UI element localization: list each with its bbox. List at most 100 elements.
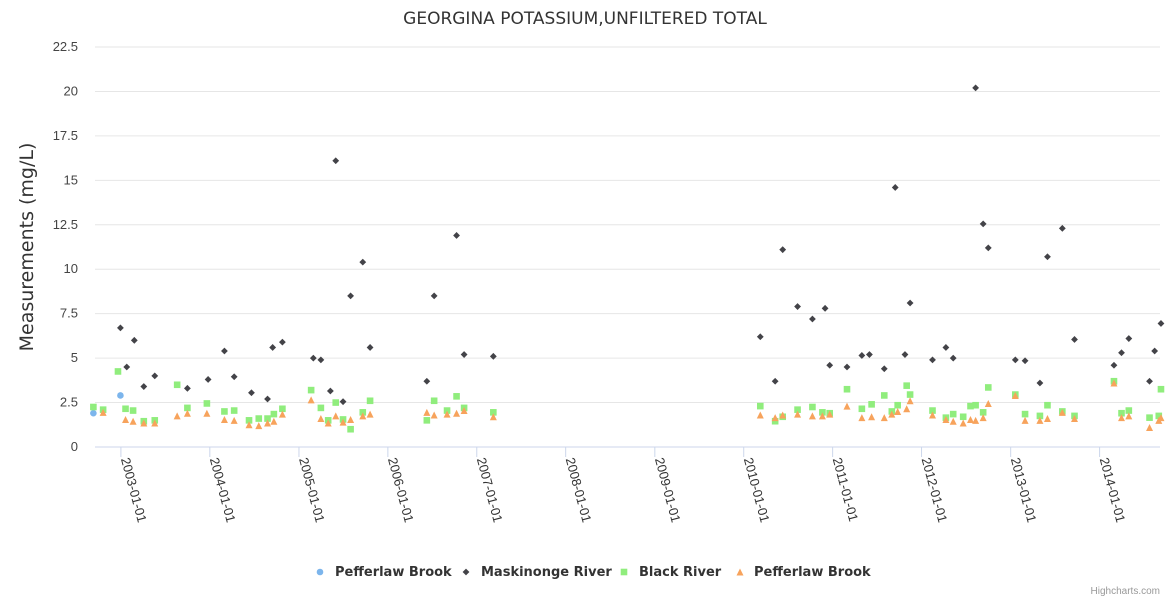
data-point[interactable]: [1157, 414, 1165, 422]
data-point[interactable]: [264, 419, 272, 427]
data-point[interactable]: [230, 407, 238, 414]
data-point[interactable]: [490, 409, 497, 416]
data-point[interactable]: [1044, 401, 1051, 409]
data-point[interactable]: [324, 419, 332, 427]
data-point[interactable]: [1146, 423, 1154, 431]
data-point[interactable]: [317, 415, 325, 423]
legend-symbol[interactable]: [462, 568, 470, 576]
data-point[interactable]: [949, 410, 957, 418]
data-point[interactable]: [366, 397, 374, 405]
data-point[interactable]: [1043, 415, 1051, 423]
data-point[interactable]: [826, 410, 834, 418]
data-point[interactable]: [1155, 412, 1163, 420]
data-point[interactable]: [90, 409, 97, 417]
data-point[interactable]: [984, 399, 992, 407]
data-point[interactable]: [264, 415, 271, 422]
data-point[interactable]: [221, 408, 228, 415]
data-point[interactable]: [756, 411, 764, 419]
data-point[interactable]: [1036, 412, 1044, 420]
data-point[interactable]: [979, 409, 987, 416]
data-point[interactable]: [309, 354, 317, 362]
data-point[interactable]: [245, 417, 253, 424]
data-point[interactable]: [122, 405, 129, 413]
data-point[interactable]: [966, 415, 974, 423]
data-point[interactable]: [771, 377, 779, 385]
legend-item-0[interactable]: Pefferlaw Brook: [316, 565, 452, 580]
data-point[interactable]: [972, 84, 980, 92]
data-point[interactable]: [359, 258, 367, 266]
data-point[interactable]: [903, 405, 911, 413]
data-point[interactable]: [756, 402, 764, 410]
data-point[interactable]: [1125, 335, 1133, 342]
data-point[interactable]: [1058, 224, 1066, 232]
data-point[interactable]: [972, 416, 980, 424]
data-point[interactable]: [959, 413, 967, 421]
data-point[interactable]: [819, 409, 826, 416]
data-point[interactable]: [366, 344, 374, 351]
data-point[interactable]: [453, 409, 461, 417]
data-point[interactable]: [366, 410, 374, 418]
data-point[interactable]: [809, 315, 816, 323]
data-point[interactable]: [278, 338, 286, 346]
data-point[interactable]: [1157, 385, 1165, 393]
legend-symbol[interactable]: [316, 568, 324, 576]
data-point[interactable]: [332, 157, 340, 165]
data-point[interactable]: [967, 402, 974, 410]
data-point[interactable]: [891, 184, 899, 191]
data-point[interactable]: [423, 417, 431, 424]
data-point[interactable]: [794, 410, 802, 418]
data-point[interactable]: [184, 384, 191, 392]
data-point[interactable]: [942, 344, 950, 351]
data-point[interactable]: [906, 299, 914, 307]
data-point[interactable]: [430, 292, 438, 300]
data-point[interactable]: [880, 365, 888, 373]
data-point[interactable]: [984, 384, 992, 391]
data-point[interactable]: [220, 415, 228, 423]
data-point[interactable]: [906, 397, 914, 405]
data-point[interactable]: [880, 414, 888, 422]
data-point[interactable]: [248, 389, 255, 397]
data-point[interactable]: [204, 376, 212, 383]
data-point[interactable]: [843, 363, 851, 371]
data-point[interactable]: [972, 401, 979, 409]
data-point[interactable]: [278, 410, 286, 418]
data-point[interactable]: [173, 381, 181, 389]
data-point[interactable]: [203, 409, 211, 417]
data-point[interactable]: [756, 333, 764, 341]
data-point[interactable]: [1036, 416, 1044, 424]
data-point[interactable]: [255, 415, 263, 422]
data-point[interactable]: [894, 401, 901, 409]
data-point[interactable]: [818, 412, 826, 420]
data-point[interactable]: [453, 393, 460, 400]
data-point[interactable]: [255, 422, 263, 430]
data-point[interactable]: [332, 399, 340, 406]
data-point[interactable]: [117, 324, 124, 332]
data-point[interactable]: [979, 414, 987, 422]
data-point[interactable]: [984, 244, 992, 252]
data-point[interactable]: [1118, 409, 1125, 417]
data-point[interactable]: [1151, 347, 1159, 355]
data-point[interactable]: [1071, 415, 1079, 423]
data-point[interactable]: [858, 414, 866, 422]
data-point[interactable]: [230, 416, 238, 424]
data-point[interactable]: [184, 404, 191, 412]
data-point[interactable]: [129, 407, 137, 414]
data-point[interactable]: [90, 403, 97, 411]
data-point[interactable]: [794, 303, 801, 310]
data-point[interactable]: [888, 410, 896, 418]
data-point[interactable]: [339, 398, 347, 406]
data-point[interactable]: [1110, 379, 1118, 387]
data-point[interactable]: [317, 356, 325, 364]
data-point[interactable]: [779, 411, 787, 419]
legend-symbol[interactable]: [620, 568, 628, 576]
legend-symbol[interactable]: [736, 568, 744, 576]
data-point[interactable]: [1157, 320, 1165, 327]
data-point[interactable]: [151, 372, 159, 380]
data-point[interactable]: [771, 414, 779, 422]
data-point[interactable]: [460, 407, 468, 415]
data-point[interactable]: [339, 418, 347, 426]
data-point[interactable]: [123, 363, 131, 371]
data-point[interactable]: [1118, 349, 1125, 357]
data-point[interactable]: [949, 354, 957, 362]
data-point[interactable]: [203, 400, 211, 407]
